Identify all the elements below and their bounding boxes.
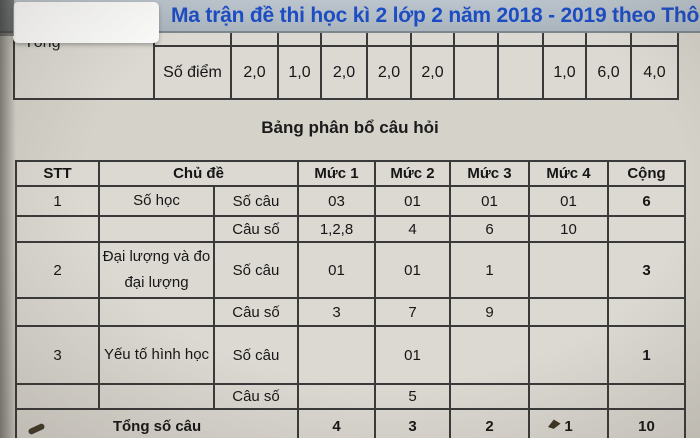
cell-score-value: 2,0 [410,45,453,98]
cell-score-value [453,45,497,98]
cell-value [528,325,609,385]
cell-value: 01 [297,241,376,299]
cell-empty [585,33,630,45]
cell-score-value [497,45,542,98]
table-row: 1 Số học Số câu 03 01 01 01 6 [15,185,686,217]
col-header-muc4: Mức 4 [528,160,609,187]
cell-row-label: Câu số [213,215,299,243]
cell-empty [15,383,100,410]
cell-score-value: 4,0 [630,45,677,98]
cell-empty [607,297,686,327]
cell-row-label: Câu số [213,383,299,410]
redaction-sticker [13,2,159,43]
cell-score-value: 2,0 [320,45,366,98]
cell-total-value: 3 [374,408,451,438]
cell-empty [98,297,215,327]
cell-empty [98,215,215,243]
cell-topic: Yếu tố hình học [98,325,215,385]
cell-stt: 1 [15,185,100,217]
cell-row-label: Số câu [213,185,299,217]
cell-value: 10 [528,215,609,243]
col-header-muc2: Mức 2 [374,160,451,187]
cell-empty [453,33,497,45]
cell-value: 03 [297,185,376,217]
cell-value: 7 [374,297,451,327]
cell-score-value: 2,0 [230,45,277,98]
cell-stt: 3 [15,325,100,385]
cell-value: 4 [374,215,451,243]
cell-value: 01 [374,185,451,217]
cell-value: 01 [374,241,451,299]
cell-value [297,325,376,385]
cell-empty [607,383,686,410]
cell-empty [607,215,686,243]
cell-empty [410,33,453,45]
cell-row-label: Câu số [213,297,299,327]
cell-value: 6 [449,215,530,243]
cell-empty [542,33,585,45]
cell-empty [230,33,277,45]
score-summary-table: Tổng Số điểm 2,0 1,0 2,0 2,0 2,0 1,0 6,0… [13,33,679,100]
cell-empty [153,33,230,45]
cell-value: 5 [374,383,451,410]
cell-empty [277,33,320,45]
cell-total-label: Tổng số câu [15,408,299,438]
cell-value [449,383,530,410]
cell-topic: Đại lượng và đo đại lượng [98,241,215,299]
cell-total: 1 [607,325,686,385]
cell-value [528,297,609,327]
cell-row-label: Số câu [213,241,299,299]
cell-total-value: 10 [607,408,686,438]
cell-value: 01 [449,185,530,217]
table-row: 2 Đại lượng và đo đại lượng Số câu 01 01… [15,241,686,299]
section-title: Bảng phân bổ câu hỏi [261,118,439,137]
cell-value: 9 [449,297,530,327]
cell-topic: Số học [98,185,215,217]
cell-empty [497,33,542,45]
col-header-topic: Chủ đề [98,160,299,187]
cell-stt: 2 [15,241,100,299]
cell-total-value: 1 [528,408,609,438]
cell-empty [15,297,100,327]
cell-value [528,383,609,410]
page-title: Ma trận đề thi học kì 2 lớp 2 năm 2018 -… [171,4,700,27]
cell-value: 01 [374,325,451,385]
cell-row-label: Số câu [213,325,299,385]
table-row: Câu số 1,2,8 4 6 10 [15,215,686,243]
table-row: Câu số 5 [15,383,686,410]
cell-score-value: 1,0 [277,45,320,98]
cell-metric-label: Số điểm [153,45,230,98]
cell-value [449,325,530,385]
cell-empty [98,383,215,410]
col-header-muc1: Mức 1 [297,160,376,187]
cell-empty [630,33,677,45]
cell-total: 3 [607,241,686,299]
col-header-stt: STT [15,160,100,187]
cell-value: 3 [297,297,376,327]
cell-total-value: 2 [449,408,530,438]
col-header-cong: Cộng [607,160,686,187]
cell-empty [320,33,366,45]
question-table: STT Chủ đề Mức 1 Mức 2 Mức 3 Mức 4 Cộng … [15,160,686,438]
cell-total: 6 [607,185,686,217]
cell-empty [15,215,100,243]
header-row: STT Chủ đề Mức 1 Mức 2 Mức 3 Mức 4 Cộng [15,160,686,187]
table-row: 3 Yếu tố hình học Số câu 01 1 [15,325,686,385]
cell-value [297,383,376,410]
question-table-wrap: STT Chủ đề Mức 1 Mức 2 Mức 3 Mức 4 Cộng … [15,160,686,438]
total-row: Tổng số câu 4 3 2 1 10 [15,408,686,438]
cell-value: 1 [449,241,530,299]
cell-value [528,241,609,299]
cell-empty [366,33,410,45]
cell-value: 1,2,8 [297,215,376,243]
table-row: Câu số 3 7 9 [15,297,686,327]
cell-score-value: 6,0 [585,45,630,98]
cell-total-value: 4 [297,408,376,438]
cell-score-value: 2,0 [366,45,410,98]
cell-value: 01 [528,185,609,217]
cell-score-value: 1,0 [542,45,585,98]
col-header-muc3: Mức 3 [449,160,530,187]
